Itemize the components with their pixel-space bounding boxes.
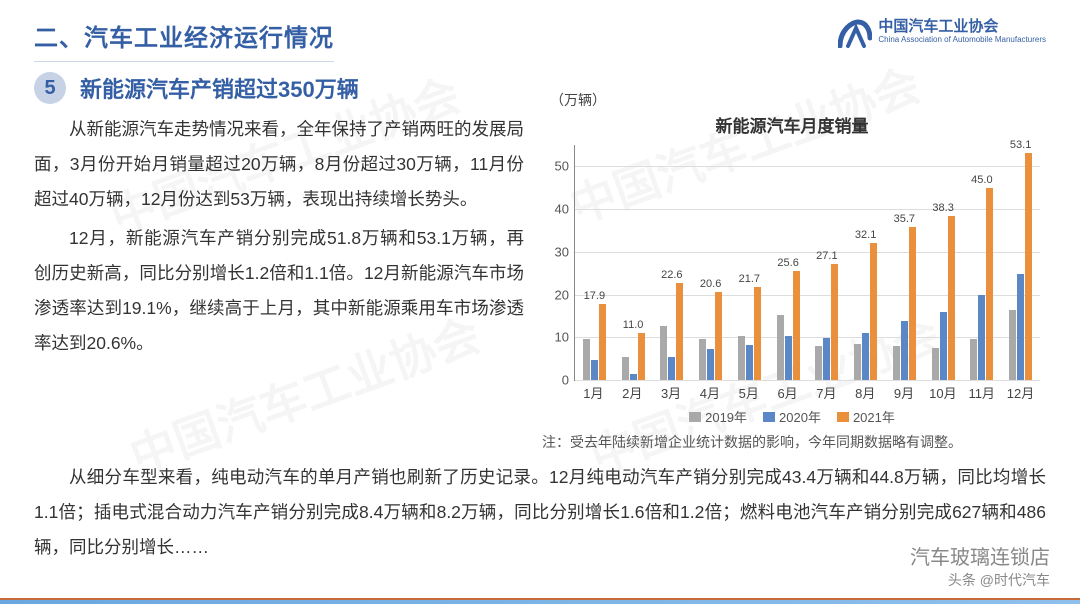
chart-bar-label: 45.0: [971, 174, 992, 186]
chart-month-label: 1月: [574, 383, 613, 405]
logo-text: 中国汽车工业协会: [878, 18, 1046, 35]
chart-bar-label: 53.1: [1010, 139, 1031, 151]
chart-month-label: 5月: [729, 383, 768, 405]
chart-ytick: 0: [547, 373, 569, 388]
credit-line2: 头条 @时代汽车: [948, 570, 1050, 590]
chart-month-label: 8月: [846, 383, 885, 405]
legend-item: 2021年: [837, 407, 895, 426]
chart-ytick: 30: [547, 244, 569, 259]
chart-month-label: 10月: [923, 383, 962, 405]
chart-legend: 2019年 2020年 2021年: [538, 407, 1046, 426]
legend-item: 2019年: [689, 407, 747, 426]
subtitle-row: 5 新能源汽车产销超过350万辆: [0, 62, 1080, 112]
chart-month-label: 12月: [1001, 383, 1040, 405]
chart-month-label: 2月: [613, 383, 652, 405]
paragraph-3: 从细分车型来看，纯电动汽车的单月产销也刷新了历史记录。12月纯电动汽车产销分别完…: [34, 460, 1046, 565]
logo-icon: [838, 18, 872, 48]
chart-bar-label: 38.3: [932, 202, 953, 214]
subtitle-text: 新能源汽车产销超过350万辆: [80, 72, 359, 104]
chart-bar-label: 35.7: [894, 213, 915, 225]
chart-month-label: 11月: [962, 383, 1001, 405]
chart-x-labels: 1月2月3月4月5月6月7月8月9月10月11月12月: [574, 383, 1040, 405]
chart-plot-area: 0102030405017.911.022.620.621.725.627.13…: [574, 145, 1040, 381]
body-text: 从新能源汽车走势情况来看，全年保持了产销两旺的发展局面，3月份开始月销量超过20…: [34, 112, 524, 452]
chart: （万辆） 新能源汽车月度销量 0102030405017.911.022.620…: [538, 112, 1046, 452]
subtitle-number: 5: [34, 72, 66, 104]
paragraph-1: 从新能源汽车走势情况来看，全年保持了产销两旺的发展局面，3月份开始月销量超过20…: [34, 112, 524, 217]
chart-ytick: 40: [547, 202, 569, 217]
chart-bar-label: 32.1: [855, 229, 876, 241]
chart-ytick: 20: [547, 287, 569, 302]
chart-bar-label: 11.0: [623, 319, 644, 331]
chart-bar-label: 25.6: [777, 257, 798, 269]
credit-line1: 汽车玻璃连锁店: [910, 541, 1050, 570]
chart-bar-label: 17.9: [584, 290, 605, 302]
chart-ytick: 10: [547, 330, 569, 345]
credit: 汽车玻璃连锁店 头条 @时代汽车: [910, 541, 1050, 590]
chart-bar-label: 22.6: [661, 269, 682, 281]
chart-ytick: 50: [547, 159, 569, 174]
logo: 中国汽车工业协会 China Association of Automobile…: [838, 18, 1046, 48]
chart-title: 新能源汽车月度销量: [538, 112, 1046, 137]
section-title: 二、汽车工业经济运行情况: [34, 18, 334, 62]
chart-month-label: 4月: [690, 383, 729, 405]
chart-bar-label: 27.1: [816, 250, 837, 262]
chart-note: 注：受去年陆续新增企业统计数据的影响，今年同期数据略有调整。: [538, 432, 1046, 452]
chart-y-unit: （万辆）: [550, 90, 606, 110]
paragraph-2: 12月，新能源汽车产销分别完成51.8万辆和53.1万辆，再创历史新高，同比分别…: [34, 221, 524, 361]
chart-month-label: 7月: [807, 383, 846, 405]
chart-bar-label: 20.6: [700, 278, 721, 290]
chart-month-label: 6月: [768, 383, 807, 405]
legend-item: 2020年: [763, 407, 821, 426]
chart-month-label: 3月: [652, 383, 691, 405]
footer-bar: [0, 598, 1080, 604]
chart-month-label: 9月: [885, 383, 924, 405]
chart-bar-label: 21.7: [739, 273, 760, 285]
header: 二、汽车工业经济运行情况 中国汽车工业协会 China Association …: [0, 0, 1080, 62]
logo-subtext: China Association of Automobile Manufact…: [878, 35, 1046, 44]
